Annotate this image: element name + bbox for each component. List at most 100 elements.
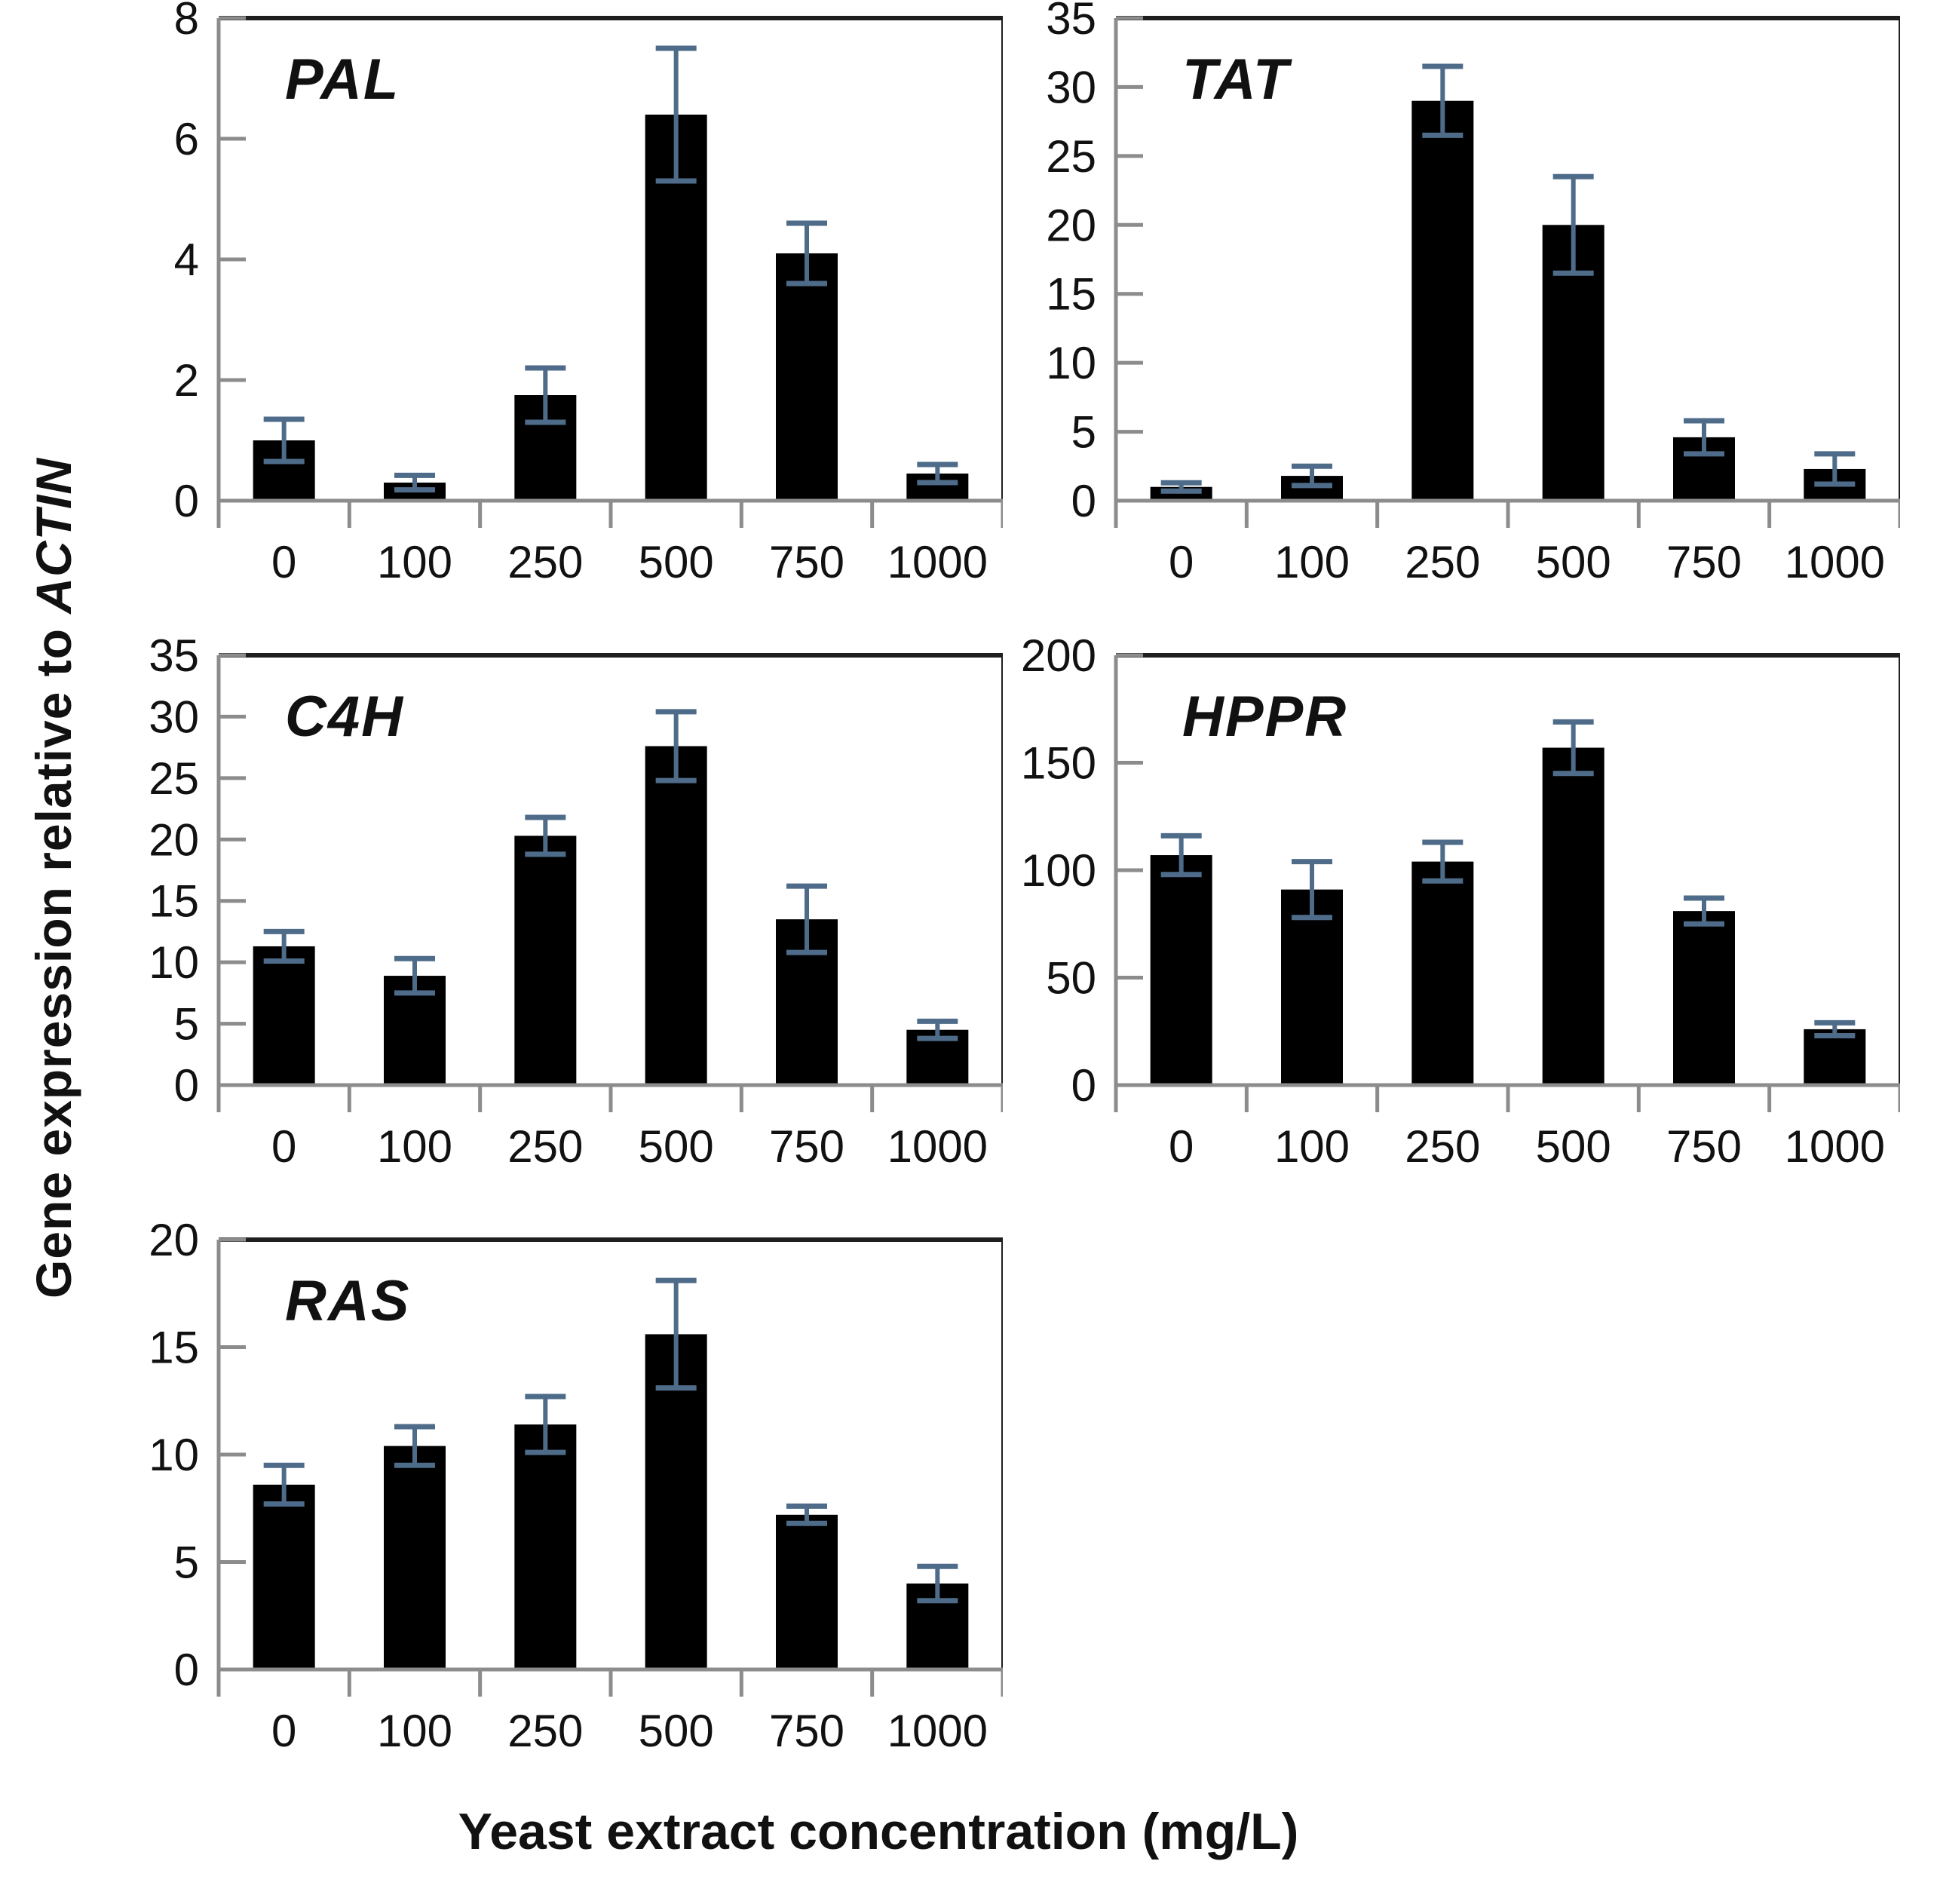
y-tick-label: 15: [149, 876, 199, 927]
errorbar-HPPR-0: [1160, 832, 1202, 878]
panel-title-c4h: C4H: [285, 685, 405, 749]
errorbar-HPPR-500: [1552, 719, 1594, 777]
errorbar-HPPR-100: [1292, 859, 1332, 921]
y-tick-label: 20: [149, 1222, 199, 1265]
errorbar-PAL-250: [525, 365, 566, 425]
y-tick-label: 0: [1071, 476, 1096, 526]
panel-title-hppr: HPPR: [1182, 685, 1348, 749]
y-axis-label-wrap: Gene expression relative to ACTIN: [5, 0, 103, 1757]
bar-HPPR-750: [1673, 911, 1735, 1085]
y-tick-label: 25: [149, 753, 199, 804]
y-tick-label: 20: [1046, 200, 1096, 250]
y-tick-label: 30: [1046, 62, 1096, 112]
empty-grid-cell: [1003, 1222, 1900, 1764]
x-axis-label: Yeast extract concentration (mg/L): [458, 1803, 1299, 1860]
x-tick-label: 0: [1169, 537, 1194, 587]
x-tick-label: 100: [1274, 1121, 1350, 1172]
x-tick-label: 100: [377, 1121, 452, 1172]
bar-HPPR-250: [1411, 861, 1474, 1085]
y-tick-label: 100: [1021, 845, 1096, 896]
x-tick-label: 500: [639, 1706, 714, 1756]
y-axis-label: Gene expression relative to ACTIN: [25, 458, 82, 1298]
errorbar-C4H-100: [394, 955, 435, 996]
chart-panel-ras: RAS 0 5 10 15 20 0 100 250 500 750 1000: [106, 1222, 1003, 1764]
y-tick-label: 6: [174, 114, 199, 164]
bar-HPPR-500: [1542, 747, 1605, 1085]
x-tick-label: 250: [1405, 1121, 1480, 1172]
x-tick-label: 100: [1274, 537, 1350, 587]
y-tick-label: 50: [1046, 953, 1096, 1004]
errorbar-TAT-250: [1422, 63, 1464, 138]
errorbar-C4H-1000: [917, 1018, 958, 1041]
bar-RAS-250: [514, 1424, 577, 1669]
bar-TAT-250: [1411, 100, 1474, 501]
y-tick-label: 0: [1071, 1060, 1096, 1111]
y-axis-label-text: Gene expression relative to: [26, 614, 81, 1299]
panel-title-tat: TAT: [1182, 48, 1290, 112]
y-axis-label-gene: ACTIN: [26, 458, 81, 615]
bar-chart-tat: 0 5 10 15 20 25 30 35 0 100 250 500 750 1000: [1046, 0, 1900, 587]
chart-grid: PAL 0 2 4 6 8 0 100 250 500 750 1000 TAT 0 5 10 15 20 2…: [106, 0, 1900, 1764]
x-tick-label: 500: [1536, 1121, 1611, 1172]
errorbar-TAT-1000: [1814, 451, 1856, 487]
panel-title-pal: PAL: [285, 48, 400, 112]
y-tick-label: 35: [149, 637, 199, 681]
y-tick-label: 15: [149, 1323, 199, 1373]
errorbar-C4H-0: [263, 928, 305, 964]
y-tick-label: 10: [149, 1430, 199, 1480]
errorbar-C4H-750: [786, 883, 827, 955]
bar-RAS-100: [384, 1446, 446, 1669]
x-tick-label: 750: [769, 537, 844, 587]
y-tick-label: 20: [149, 814, 199, 865]
y-tick-label: 200: [1021, 637, 1096, 681]
errorbar-TAT-100: [1292, 463, 1332, 489]
bar-RAS-0: [253, 1484, 315, 1669]
errorbar-PAL-750: [786, 220, 827, 287]
bar-chart-hppr: 0 50 100 150 200 0 100 250 500 750 1000: [1021, 637, 1900, 1172]
y-tick-label: 25: [1046, 131, 1096, 182]
errorbar-HPPR-1000: [1814, 1019, 1856, 1038]
x-tick-label: 1000: [1785, 537, 1885, 587]
bar-HPPR-0: [1150, 855, 1212, 1085]
bar-RAS-750: [776, 1514, 838, 1669]
errorbar-HPPR-250: [1422, 839, 1464, 884]
x-tick-label: 0: [271, 537, 296, 587]
errorbar-C4H-500: [655, 709, 697, 783]
errorbar-RAS-500: [655, 1277, 697, 1391]
errorbar-RAS-0: [263, 1462, 305, 1507]
bar-HPPR-100: [1281, 889, 1343, 1085]
x-tick-label: 0: [271, 1121, 296, 1172]
x-tick-label: 500: [639, 537, 714, 587]
y-tick-label: 5: [174, 999, 199, 1050]
x-tick-label: 1000: [887, 1706, 988, 1756]
errorbar-HPPR-750: [1684, 895, 1724, 927]
x-tick-label: 1000: [887, 537, 988, 587]
errorbar-PAL-0: [263, 416, 305, 465]
y-tick-label: 10: [149, 937, 199, 988]
errorbar-RAS-750: [786, 1503, 827, 1526]
errorbar-RAS-250: [525, 1394, 566, 1455]
bar-HPPR-1000: [1804, 1029, 1866, 1085]
bar-C4H-500: [645, 746, 707, 1085]
y-tick-label: 8: [174, 0, 199, 44]
errorbar-TAT-500: [1552, 173, 1594, 276]
chart-panel-hppr: HPPR 0 50 100 150 200 0 100 250 500 750 1000: [1003, 637, 1900, 1180]
y-tick-label: 150: [1021, 738, 1096, 789]
y-tick-label: 0: [174, 476, 199, 526]
y-tick-label: 4: [174, 235, 199, 285]
bar-C4H-250: [514, 835, 577, 1085]
x-tick-label: 500: [639, 1121, 714, 1172]
x-tick-label: 250: [507, 1706, 583, 1756]
bar-chart-pal: 0 2 4 6 8 0 100 250 500 750 1000: [174, 0, 1003, 587]
x-tick-label: 100: [377, 1706, 452, 1756]
x-tick-label: 250: [507, 1121, 583, 1172]
errorbar-PAL-500: [655, 45, 697, 184]
x-tick-label: 100: [377, 537, 452, 587]
y-tick-label: 30: [149, 691, 199, 742]
errorbar-PAL-100: [394, 472, 435, 493]
y-tick-label: 0: [174, 1060, 199, 1111]
y-tick-label: 5: [1071, 407, 1096, 458]
errorbar-TAT-750: [1684, 418, 1724, 457]
errorbar-C4H-250: [525, 814, 566, 857]
